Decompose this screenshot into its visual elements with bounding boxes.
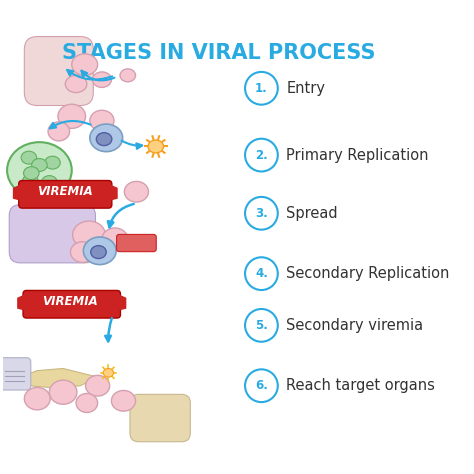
Ellipse shape — [48, 122, 70, 141]
Text: 6.: 6. — [255, 379, 268, 392]
FancyBboxPatch shape — [117, 235, 156, 252]
Ellipse shape — [148, 140, 164, 153]
Ellipse shape — [103, 368, 114, 377]
Ellipse shape — [76, 393, 98, 412]
Text: 1.: 1. — [255, 82, 268, 95]
Polygon shape — [18, 294, 27, 310]
Ellipse shape — [49, 380, 77, 404]
Text: 4.: 4. — [255, 267, 268, 280]
Text: 2.: 2. — [255, 148, 268, 162]
Ellipse shape — [124, 182, 148, 202]
Text: Secondary Replication: Secondary Replication — [286, 266, 450, 281]
Ellipse shape — [90, 110, 114, 131]
Text: Entry: Entry — [286, 81, 326, 96]
Ellipse shape — [73, 221, 105, 249]
Ellipse shape — [65, 75, 87, 92]
Polygon shape — [14, 184, 22, 201]
Ellipse shape — [120, 69, 136, 82]
Text: VIREMIA: VIREMIA — [42, 295, 98, 308]
FancyBboxPatch shape — [19, 181, 112, 208]
Polygon shape — [109, 184, 117, 201]
FancyBboxPatch shape — [23, 291, 120, 318]
Ellipse shape — [24, 387, 50, 410]
Ellipse shape — [85, 375, 109, 396]
Ellipse shape — [45, 156, 60, 169]
Ellipse shape — [7, 142, 72, 198]
Polygon shape — [16, 368, 98, 388]
Ellipse shape — [96, 133, 112, 146]
Ellipse shape — [24, 167, 39, 180]
Ellipse shape — [102, 228, 128, 250]
Ellipse shape — [92, 72, 111, 87]
Polygon shape — [117, 294, 126, 310]
FancyBboxPatch shape — [130, 394, 190, 442]
FancyBboxPatch shape — [0, 358, 31, 390]
Ellipse shape — [32, 158, 47, 172]
Ellipse shape — [58, 104, 85, 128]
Ellipse shape — [83, 237, 116, 264]
Ellipse shape — [21, 151, 36, 164]
Ellipse shape — [42, 175, 57, 189]
Text: Primary Replication: Primary Replication — [286, 147, 429, 163]
FancyBboxPatch shape — [9, 205, 95, 263]
Ellipse shape — [71, 242, 95, 263]
FancyBboxPatch shape — [24, 36, 93, 106]
Text: Secondary viremia: Secondary viremia — [286, 318, 424, 333]
Text: 3.: 3. — [255, 207, 268, 220]
Text: Reach target organs: Reach target organs — [286, 378, 435, 393]
Ellipse shape — [91, 246, 106, 258]
Ellipse shape — [111, 391, 136, 411]
Text: STAGES IN VIRAL PROCESS: STAGES IN VIRAL PROCESS — [62, 43, 375, 63]
Text: 5.: 5. — [255, 319, 268, 332]
Text: VIREMIA: VIREMIA — [37, 185, 93, 198]
Text: Spread: Spread — [286, 206, 338, 221]
Ellipse shape — [23, 174, 38, 188]
Ellipse shape — [90, 124, 123, 152]
Ellipse shape — [72, 54, 98, 75]
